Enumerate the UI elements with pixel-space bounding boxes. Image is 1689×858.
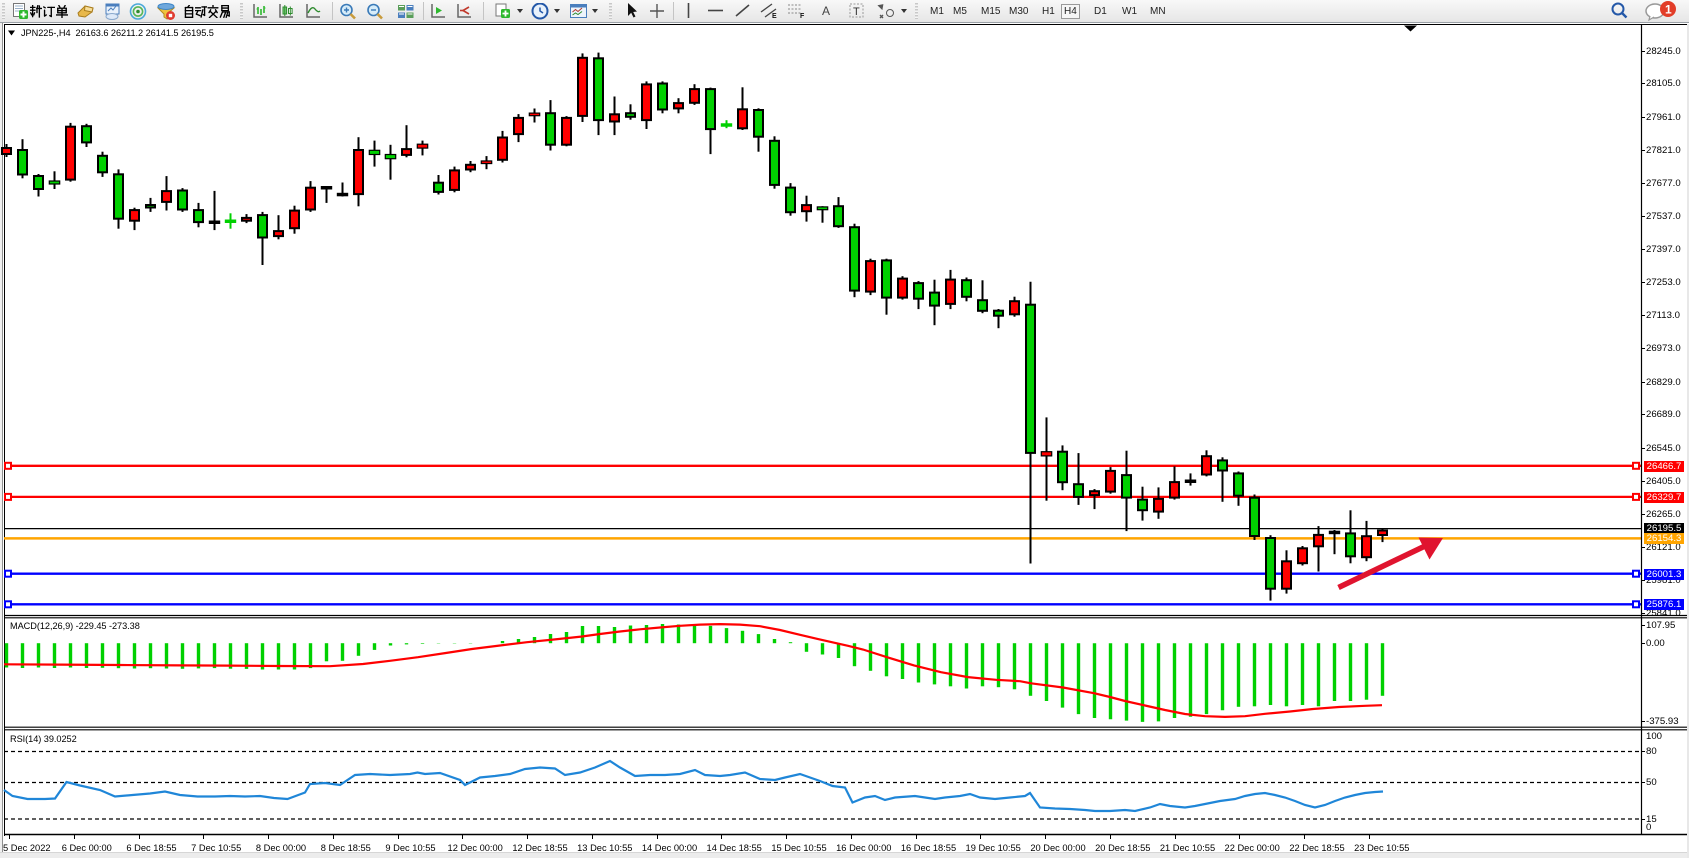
svg-text:1: 1	[1665, 3, 1672, 17]
svg-text:T: T	[853, 6, 860, 18]
svg-text:E: E	[772, 13, 777, 19]
svg-text:F: F	[800, 13, 805, 19]
